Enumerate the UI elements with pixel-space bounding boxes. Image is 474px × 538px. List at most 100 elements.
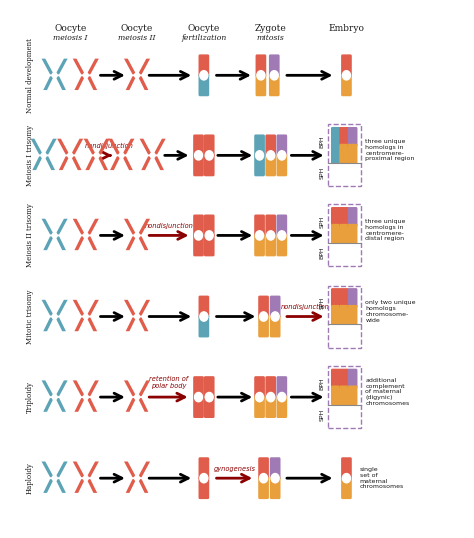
- Polygon shape: [138, 59, 150, 74]
- FancyBboxPatch shape: [331, 288, 341, 308]
- FancyBboxPatch shape: [199, 54, 209, 77]
- Polygon shape: [31, 139, 43, 154]
- Text: only two unique
homologs
chromosome-
wide: only two unique homologs chromosome- wid…: [365, 300, 416, 323]
- Circle shape: [205, 392, 213, 402]
- Polygon shape: [55, 317, 66, 331]
- Polygon shape: [138, 236, 148, 250]
- FancyBboxPatch shape: [258, 477, 269, 499]
- Polygon shape: [74, 398, 85, 412]
- Circle shape: [41, 153, 46, 158]
- FancyBboxPatch shape: [255, 54, 266, 77]
- Polygon shape: [55, 300, 68, 315]
- Polygon shape: [73, 300, 85, 315]
- Circle shape: [270, 70, 278, 80]
- Polygon shape: [98, 139, 110, 154]
- Text: SPH: SPH: [319, 216, 325, 228]
- Circle shape: [278, 151, 286, 160]
- Circle shape: [342, 70, 350, 80]
- Text: Normal development: Normal development: [26, 38, 34, 113]
- Polygon shape: [32, 157, 43, 170]
- Text: single
set of
maternal
chromosomes: single set of maternal chromosomes: [360, 467, 404, 490]
- Circle shape: [255, 151, 264, 160]
- FancyBboxPatch shape: [269, 74, 280, 96]
- Polygon shape: [122, 139, 135, 154]
- Polygon shape: [43, 236, 54, 250]
- FancyBboxPatch shape: [265, 376, 276, 399]
- Circle shape: [205, 231, 213, 240]
- Circle shape: [83, 314, 88, 319]
- FancyBboxPatch shape: [276, 234, 287, 256]
- Text: BPH: BPH: [319, 246, 325, 259]
- Text: Embryo: Embryo: [328, 24, 365, 33]
- Polygon shape: [87, 300, 99, 315]
- FancyBboxPatch shape: [193, 395, 204, 418]
- Polygon shape: [87, 317, 97, 331]
- Circle shape: [205, 151, 213, 160]
- FancyBboxPatch shape: [258, 295, 269, 318]
- Polygon shape: [74, 236, 85, 250]
- Circle shape: [135, 232, 139, 238]
- FancyBboxPatch shape: [339, 144, 349, 164]
- FancyBboxPatch shape: [339, 127, 349, 147]
- Polygon shape: [59, 157, 69, 170]
- FancyBboxPatch shape: [276, 134, 287, 157]
- FancyBboxPatch shape: [339, 385, 349, 405]
- Polygon shape: [124, 59, 136, 74]
- Polygon shape: [73, 59, 85, 74]
- Circle shape: [278, 392, 286, 402]
- Polygon shape: [55, 236, 66, 250]
- Text: Oocyte: Oocyte: [121, 24, 153, 33]
- Text: Haploidy: Haploidy: [26, 462, 34, 494]
- Circle shape: [52, 314, 57, 319]
- Polygon shape: [138, 462, 150, 477]
- Polygon shape: [42, 300, 54, 315]
- FancyBboxPatch shape: [347, 305, 357, 325]
- Circle shape: [194, 151, 202, 160]
- Polygon shape: [55, 479, 66, 493]
- Polygon shape: [71, 139, 83, 154]
- Polygon shape: [87, 462, 99, 477]
- Polygon shape: [138, 219, 150, 235]
- Polygon shape: [124, 219, 136, 235]
- Text: Meiosis I trisomy: Meiosis I trisomy: [26, 125, 34, 186]
- Circle shape: [52, 232, 57, 238]
- FancyBboxPatch shape: [339, 207, 349, 227]
- Polygon shape: [74, 76, 85, 90]
- FancyBboxPatch shape: [270, 477, 281, 499]
- Text: Oocyte: Oocyte: [188, 24, 220, 33]
- Polygon shape: [141, 157, 152, 170]
- Circle shape: [260, 473, 268, 483]
- Polygon shape: [71, 157, 82, 170]
- Polygon shape: [55, 76, 66, 90]
- FancyBboxPatch shape: [331, 144, 341, 164]
- Polygon shape: [42, 380, 54, 396]
- Circle shape: [83, 73, 88, 78]
- Polygon shape: [154, 139, 166, 154]
- FancyBboxPatch shape: [193, 215, 204, 237]
- Text: Mitotic trisomy: Mitotic trisomy: [26, 289, 34, 344]
- Polygon shape: [55, 398, 66, 412]
- Polygon shape: [55, 462, 68, 477]
- FancyBboxPatch shape: [339, 305, 349, 325]
- FancyBboxPatch shape: [204, 134, 215, 157]
- FancyBboxPatch shape: [265, 395, 276, 418]
- Circle shape: [271, 312, 279, 321]
- Circle shape: [83, 232, 88, 238]
- Circle shape: [150, 153, 155, 158]
- Circle shape: [194, 392, 202, 402]
- FancyBboxPatch shape: [269, 54, 280, 77]
- FancyBboxPatch shape: [331, 224, 341, 244]
- FancyBboxPatch shape: [331, 207, 341, 227]
- Text: BPH: BPH: [319, 136, 325, 148]
- Text: fertilization: fertilization: [181, 34, 227, 42]
- FancyBboxPatch shape: [339, 224, 349, 244]
- Polygon shape: [138, 380, 150, 396]
- Polygon shape: [126, 398, 136, 412]
- Polygon shape: [87, 398, 97, 412]
- Polygon shape: [87, 479, 97, 493]
- FancyBboxPatch shape: [270, 295, 281, 318]
- Polygon shape: [42, 219, 54, 235]
- FancyBboxPatch shape: [339, 369, 349, 388]
- FancyBboxPatch shape: [331, 385, 341, 405]
- FancyBboxPatch shape: [199, 295, 209, 318]
